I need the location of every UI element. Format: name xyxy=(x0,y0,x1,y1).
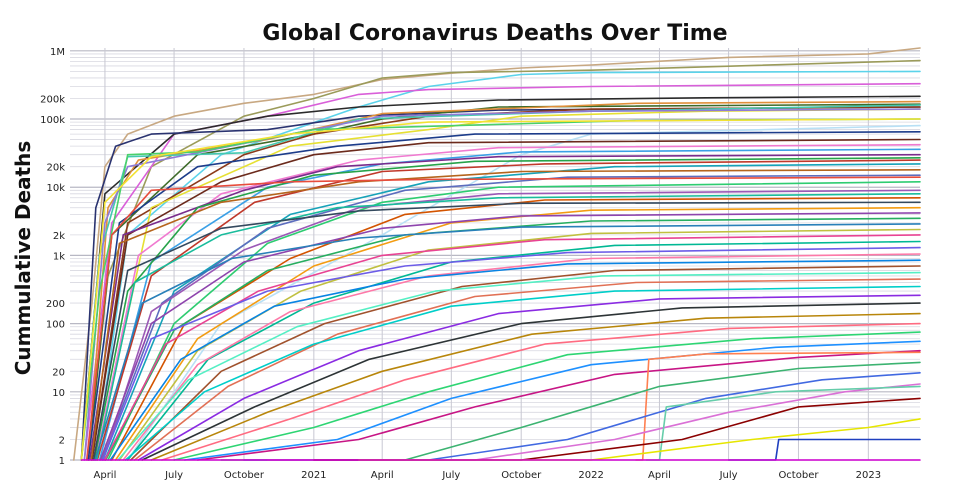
series-line xyxy=(101,174,921,461)
series-line xyxy=(161,322,921,461)
series-line xyxy=(117,271,921,461)
y-tick-label: 20 xyxy=(52,367,65,378)
x-tick-label: April xyxy=(371,470,394,481)
series-line xyxy=(133,278,921,461)
series-line xyxy=(98,148,921,461)
series-line xyxy=(107,181,921,461)
series-line xyxy=(114,206,921,461)
series-line xyxy=(118,228,921,461)
series-line xyxy=(93,157,921,461)
x-tick-label: October xyxy=(501,470,542,481)
y-tick-label: 200 xyxy=(46,299,65,310)
series-line xyxy=(141,302,921,461)
y-tick-labels: 1 2 10 20 100 200 1k 2k 10k 20k 100k 200k 1M xyxy=(40,47,65,467)
series-line xyxy=(183,340,921,461)
series-line xyxy=(80,106,921,461)
x-tick-label: 2021 xyxy=(301,470,326,481)
y-tick-label: 2k xyxy=(53,231,65,242)
x-tick-labels: April July October 2021 April July October 2022… xyxy=(94,470,882,481)
series-line xyxy=(94,223,921,461)
y-tick-label: 10k xyxy=(46,183,65,194)
x-tick-label: July xyxy=(441,470,460,481)
x-tick-label: 2023 xyxy=(856,470,881,481)
series-line xyxy=(109,259,921,461)
series-line xyxy=(137,294,921,461)
y-tick-label: 1k xyxy=(53,251,65,262)
series-line xyxy=(101,246,921,461)
x-tick-label: October xyxy=(224,470,265,481)
series-line xyxy=(173,331,921,461)
y-tick-label: 20k xyxy=(46,163,65,174)
series-line xyxy=(104,163,921,461)
x-tick-label: October xyxy=(778,470,819,481)
y-tick-label: 100k xyxy=(40,115,65,126)
series-line xyxy=(87,131,921,461)
x-tick-label: April xyxy=(94,470,117,481)
series-line xyxy=(124,285,921,461)
series-line xyxy=(95,70,921,461)
series-line xyxy=(85,176,921,461)
series-line xyxy=(96,159,921,461)
series-line xyxy=(80,118,921,461)
series-line xyxy=(87,100,921,461)
series-line xyxy=(102,189,921,461)
series-line xyxy=(88,153,921,461)
series-line xyxy=(104,234,921,461)
series-line xyxy=(150,312,921,461)
series-line xyxy=(130,265,921,461)
series-line xyxy=(95,143,921,461)
y-tick-label: 2 xyxy=(59,435,65,446)
series-line xyxy=(104,217,921,461)
series-line xyxy=(122,253,921,461)
series-line xyxy=(83,82,921,461)
y-tick-label: 200k xyxy=(40,94,65,105)
x-tick-label: July xyxy=(719,470,738,481)
y-tick-label: 100 xyxy=(46,320,65,331)
y-tick-label: 1 xyxy=(59,456,65,467)
x-tick-label: 2022 xyxy=(578,470,603,481)
series-line xyxy=(73,47,921,461)
chart-title: Global Coronavirus Deaths Over Time xyxy=(262,21,727,46)
x-tick-label: July xyxy=(164,470,183,481)
series-line xyxy=(91,106,921,461)
x-tick-label: April xyxy=(648,470,671,481)
series-line xyxy=(91,138,921,461)
y-tick-label: 1M xyxy=(50,47,65,58)
y-tick-label: 10 xyxy=(52,388,65,399)
y-axis-label: Cummulative Deaths xyxy=(11,141,35,376)
series-layer xyxy=(73,47,921,461)
series-line xyxy=(196,349,921,461)
series-line xyxy=(80,95,921,461)
series-line xyxy=(92,201,921,461)
series-line xyxy=(90,169,921,461)
